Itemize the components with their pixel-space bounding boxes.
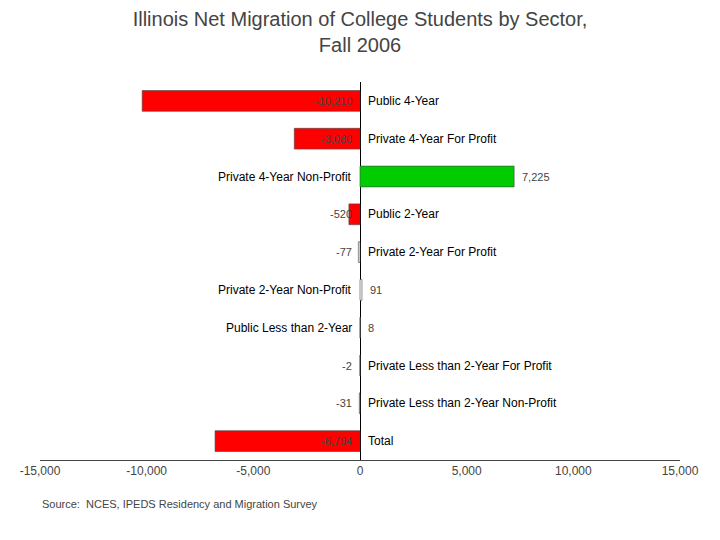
svg-text:-6,794: -6,794 (321, 435, 352, 447)
svg-text:Public 2-Year: Public 2-Year (368, 207, 439, 221)
svg-text:10,000: 10,000 (555, 464, 592, 478)
svg-text:-2: -2 (342, 360, 352, 372)
svg-text:-31: -31 (336, 397, 352, 409)
svg-text:Private 4-Year For Profit: Private 4-Year For Profit (368, 132, 497, 146)
svg-text:-3,080: -3,080 (321, 133, 352, 145)
svg-text:91: 91 (370, 284, 382, 296)
svg-text:5,000: 5,000 (452, 464, 482, 478)
svg-text:Private Less than 2-Year Non-P: Private Less than 2-Year Non-Profit (368, 396, 557, 410)
svg-text:-10,210: -10,210 (315, 95, 352, 107)
svg-text:Public Less than 2-Year: Public Less than 2-Year (226, 321, 352, 335)
svg-text:-77: -77 (336, 246, 352, 258)
svg-text:Private Less than 2-Year For P: Private Less than 2-Year For Profit (368, 359, 552, 373)
svg-text:-15,000: -15,000 (20, 464, 61, 478)
svg-text:Source: NCES, IPEDS Residency: Source: NCES, IPEDS Residency and Migrat… (42, 498, 318, 510)
svg-text:Private 4-Year Non-Profit: Private 4-Year Non-Profit (218, 170, 352, 184)
svg-text:Public 4-Year: Public 4-Year (368, 94, 439, 108)
svg-text:8: 8 (368, 322, 374, 334)
svg-text:-5,000: -5,000 (236, 464, 270, 478)
svg-text:Private 2-Year Non-Profit: Private 2-Year Non-Profit (218, 283, 352, 297)
svg-text:Total: Total (368, 434, 393, 448)
svg-text:-10,000: -10,000 (126, 464, 167, 478)
svg-text:15,000: 15,000 (662, 464, 699, 478)
svg-text:7,225: 7,225 (522, 171, 550, 183)
svg-text:0: 0 (357, 464, 364, 478)
svg-text:-520: -520 (330, 208, 352, 220)
svg-text:Illinois Net Migration of Coll: Illinois Net Migration of College Studen… (133, 8, 588, 56)
svg-text:Private 2-Year For Profit: Private 2-Year For Profit (368, 245, 497, 259)
